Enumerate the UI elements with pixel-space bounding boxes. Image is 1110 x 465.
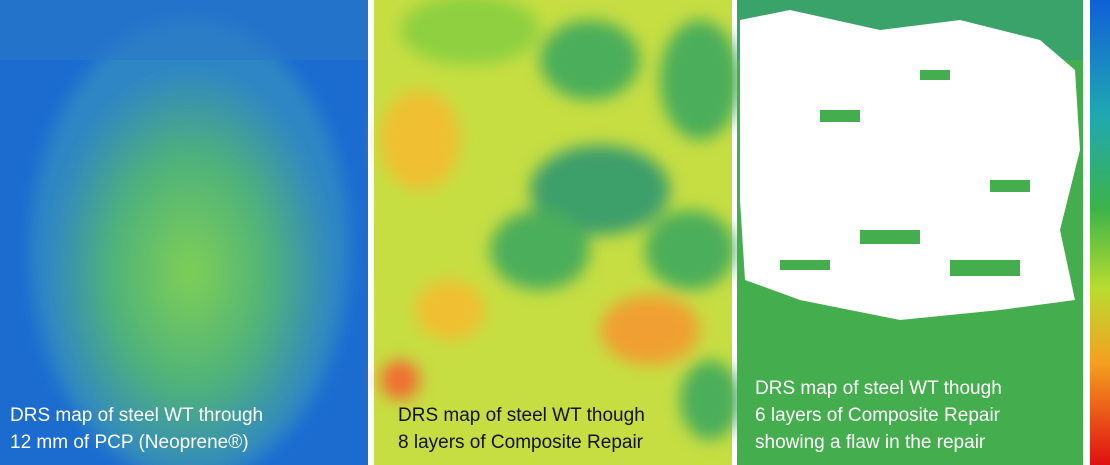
color-bar	[1090, 0, 1110, 465]
caption: DRS map of steel WT through	[10, 405, 263, 426]
caption: DRS map of steel WT though	[398, 405, 645, 426]
heatmap-region	[0, 0, 368, 60]
caption: 8 layers of Composite Repair	[398, 432, 644, 453]
panel-1: DRS map of steel WT through 12 mm of PCP…	[0, 0, 368, 465]
caption: showing a flaw in the repair	[755, 432, 986, 453]
caption: 6 layers of Composite Repair	[755, 405, 1001, 426]
panel-2: DRS map of steel WT though 8 layers of C…	[374, 0, 740, 465]
flaw-region	[740, 10, 1080, 320]
heatmap-region	[30, 20, 350, 465]
caption: DRS map of steel WT though	[755, 378, 1002, 399]
figure: DRS map of steel WT through 12 mm of PCP…	[0, 0, 1110, 465]
panel-3: DRS map of steel WT though 6 layers of C…	[737, 0, 1083, 465]
caption: 12 mm of PCP (Neoprene®)	[10, 432, 249, 453]
